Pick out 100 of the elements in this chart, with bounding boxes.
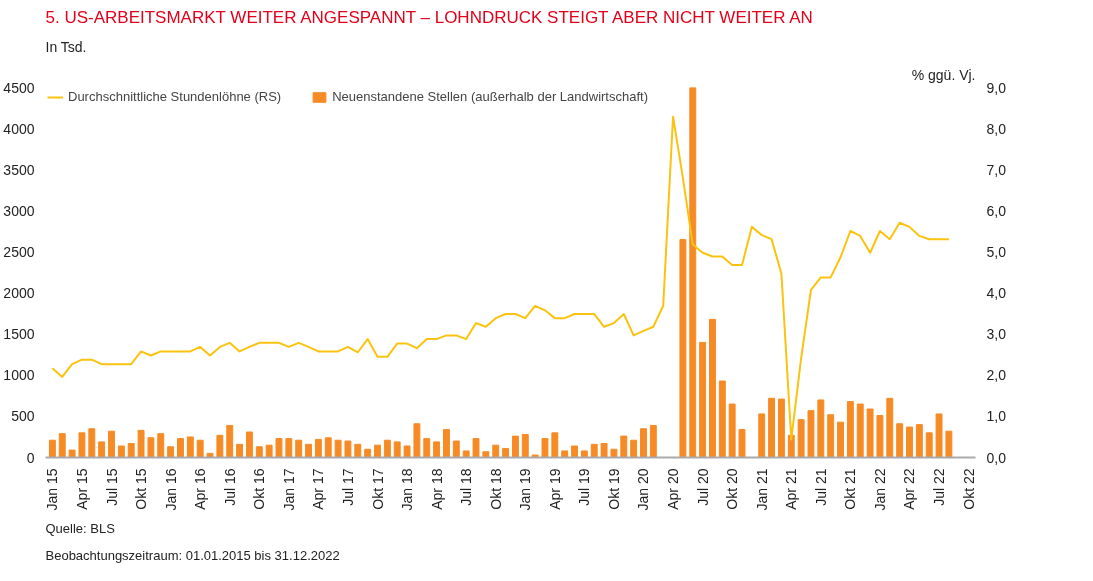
y-tick-label: 4500 <box>3 79 35 96</box>
x-tick-label: Apr 16 <box>192 468 209 510</box>
bar <box>147 437 155 458</box>
bar <box>620 435 628 458</box>
bar <box>511 435 519 458</box>
bar <box>393 441 401 458</box>
bar <box>521 433 529 458</box>
y2-tick-label: 8,0 <box>986 120 1007 137</box>
bar <box>896 423 904 458</box>
bar <box>88 428 96 458</box>
bar <box>738 429 746 458</box>
y-tick-label: 0 <box>26 449 35 466</box>
y2-tick-label: 2,0 <box>986 367 1007 384</box>
x-tick-label: Jan 17 <box>280 468 297 511</box>
y-tick-label: 3500 <box>3 161 35 178</box>
bar <box>561 450 569 458</box>
bar <box>364 448 372 458</box>
bar <box>906 426 913 458</box>
y-tick-label: 2000 <box>3 285 35 302</box>
bar <box>531 454 539 458</box>
x-tick-label: Okt 22 <box>960 468 977 510</box>
bar <box>925 432 933 458</box>
source-note: Quelle: BLS <box>45 520 116 536</box>
bar <box>117 445 125 458</box>
bar <box>295 439 303 458</box>
bar <box>551 432 559 458</box>
bar <box>245 431 253 458</box>
bar <box>236 443 244 458</box>
bar <box>541 438 549 458</box>
y2-tick-label: 5,0 <box>986 243 1007 260</box>
y2-tick-label: 4,0 <box>986 285 1007 302</box>
x-tick-label: Jan 15 <box>44 468 61 511</box>
bar <box>305 443 312 458</box>
bar <box>186 436 194 458</box>
bar <box>679 239 687 458</box>
bar <box>502 447 510 458</box>
x-tick-label: Apr 17 <box>310 468 327 510</box>
y-tick-label: 2500 <box>3 243 35 260</box>
bar <box>226 424 234 458</box>
x-tick-label: Jan 19 <box>517 468 534 511</box>
bar <box>157 433 165 458</box>
bar <box>255 446 263 458</box>
bar <box>915 424 923 458</box>
bar <box>472 438 480 458</box>
bar <box>48 439 56 458</box>
bar <box>196 439 204 458</box>
x-tick-label: Jul 22 <box>931 468 948 506</box>
bar <box>600 443 608 458</box>
bar <box>886 397 894 458</box>
bar <box>265 444 273 458</box>
x-tick-label: Apr 15 <box>73 468 90 510</box>
x-tick-label: Jan 16 <box>162 468 179 511</box>
bar <box>433 441 441 458</box>
bar <box>846 401 854 458</box>
x-tick-label: Okt 15 <box>133 468 150 510</box>
bar <box>610 448 618 458</box>
bar <box>699 341 707 458</box>
bar <box>216 434 224 458</box>
bar <box>127 443 135 458</box>
bar <box>728 403 736 458</box>
bar <box>177 438 184 458</box>
bar <box>68 449 76 458</box>
bar <box>58 433 66 458</box>
y2-tick-label: 9,0 <box>986 79 1007 96</box>
x-tick-label: Jul 18 <box>458 468 475 506</box>
bar <box>275 438 283 458</box>
x-tick-label: Okt 19 <box>605 468 622 510</box>
x-tick-label: Okt 21 <box>842 468 859 510</box>
bar <box>827 414 835 458</box>
bar <box>423 438 431 458</box>
bar <box>718 380 726 458</box>
bar <box>78 432 86 458</box>
bar <box>462 450 470 458</box>
y2-tick-label: 0,0 <box>986 449 1007 466</box>
x-tick-label: Jul 21 <box>812 468 829 506</box>
x-tick-label: Jul 20 <box>694 468 711 506</box>
bar <box>492 444 500 458</box>
x-tick-label: Jan 21 <box>753 468 770 511</box>
y-axis-title: In Tsd. <box>45 38 87 55</box>
legend-label: Durchschnittliche Stundenlöhne (RS) <box>68 89 282 104</box>
bar <box>935 413 943 458</box>
y-tick-label: 1500 <box>3 326 35 343</box>
y-tick-label: 500 <box>11 408 35 425</box>
bar <box>709 318 716 458</box>
bar <box>413 423 421 458</box>
bar <box>758 413 766 458</box>
bar <box>334 439 342 458</box>
bar <box>167 446 175 458</box>
x-tick-label: Jul 16 <box>221 468 238 506</box>
bar <box>383 439 391 458</box>
x-tick-label: Okt 16 <box>251 468 268 510</box>
bar <box>482 451 490 458</box>
bar <box>856 403 864 458</box>
bar <box>374 444 381 458</box>
x-tick-label: Apr 19 <box>546 468 563 510</box>
x-tick-label: Jul 19 <box>576 468 593 506</box>
bar <box>443 429 450 458</box>
y-tick-label: 3000 <box>3 202 35 219</box>
x-tick-label: Jul 15 <box>103 468 120 506</box>
bar <box>640 428 647 458</box>
